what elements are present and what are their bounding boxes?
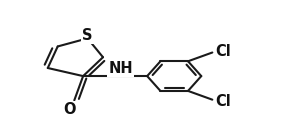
Text: S: S [82,28,93,43]
Text: O: O [64,102,76,117]
Text: NH: NH [108,61,133,76]
Text: Cl: Cl [216,94,231,108]
Text: Cl: Cl [216,44,231,59]
